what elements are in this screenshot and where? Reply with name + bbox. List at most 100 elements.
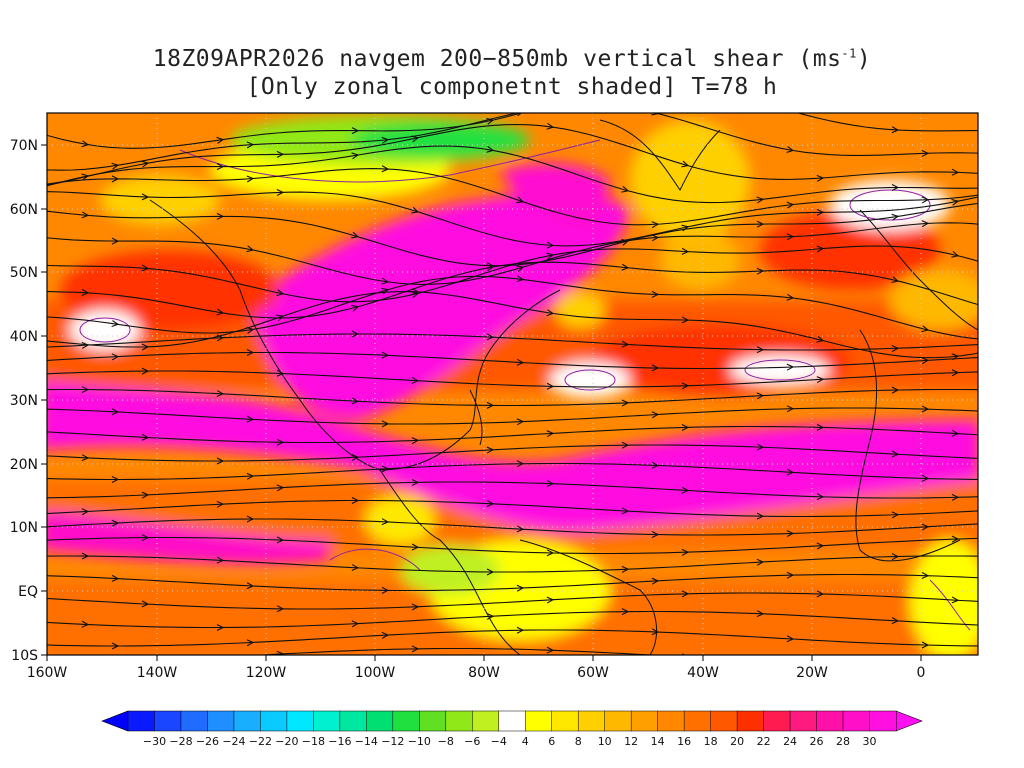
streamline-arrow	[891, 213, 900, 221]
streamline-arrow	[516, 113, 525, 117]
streamline-arrow	[756, 392, 765, 400]
streamline-arrow	[141, 600, 150, 608]
streamline-arrow	[381, 165, 390, 173]
streamline-arrow	[381, 465, 390, 473]
streamline	[47, 351, 978, 370]
streamline-arrow	[681, 548, 690, 556]
colorbar-swatch	[710, 710, 738, 732]
colorbar-swatch	[313, 710, 341, 732]
colorbar-swatch	[736, 710, 765, 732]
streamline-arrow	[816, 335, 825, 343]
streamline-arrow	[246, 582, 255, 590]
streamline-arrow	[516, 525, 525, 533]
streamline-arrow	[621, 441, 630, 449]
colorbar-swatch	[524, 710, 553, 732]
colorbar-swatch	[472, 710, 500, 732]
streamline-arrow	[486, 401, 495, 409]
colorbar-max-arrow	[895, 710, 923, 732]
streamline-arrow	[786, 363, 795, 371]
streamline	[47, 291, 978, 359]
streamline-arrow	[651, 234, 660, 242]
colorbar-label: −6	[464, 735, 480, 748]
streamline-arrow	[486, 333, 495, 341]
streamline-arrow	[516, 275, 525, 283]
streamline-arrow	[111, 175, 120, 183]
streamline-arrow	[351, 330, 360, 338]
colorbar-swatch	[630, 710, 659, 732]
lat-label: 70N	[10, 138, 38, 154]
streamline-arrow	[891, 344, 900, 352]
colorbar-swatch	[419, 710, 447, 732]
streamline-arrow	[681, 316, 690, 324]
streamline-arrow	[951, 535, 960, 543]
streamline-arrow	[921, 572, 930, 580]
streamline-arrow	[651, 577, 660, 585]
streamline-arrow	[276, 605, 285, 613]
colorbar-swatch	[154, 710, 182, 732]
lon-label: 60W	[577, 665, 609, 681]
streamline	[47, 245, 978, 303]
map-title-line-1: 18Z09APR2026 navgem 200−850mb vertical s…	[152, 46, 872, 72]
streamline-arrow	[891, 126, 900, 134]
colorbar-label: 24	[783, 735, 797, 748]
colorbar-swatch	[657, 710, 685, 732]
streamline-arrow	[351, 564, 360, 572]
colorbar-swatch	[816, 710, 844, 732]
streamline-arrow	[546, 241, 555, 249]
streamline-arrow	[111, 642, 120, 650]
streamline-arrow	[891, 511, 900, 519]
streamline-arrow	[546, 252, 555, 260]
streamline-arrow	[411, 603, 420, 611]
colorbar-label: 16	[677, 735, 691, 748]
streamline	[47, 123, 978, 186]
streamline	[47, 145, 978, 204]
streamline-arrow	[516, 626, 525, 634]
colorbar-label: −4	[491, 735, 507, 748]
streamline-arrow	[276, 289, 285, 297]
streamline-arrow	[921, 149, 930, 157]
streamline-arrow	[141, 534, 150, 542]
streamline-arrow	[756, 196, 765, 204]
streamline-arrow	[651, 461, 660, 469]
streamline-arrow	[546, 646, 555, 654]
colorbar-swatch	[286, 710, 314, 732]
streamline-arrow	[786, 201, 795, 209]
streamline-arrow	[546, 382, 555, 390]
streamline-arrow	[486, 264, 495, 272]
streamline-arrow	[891, 276, 900, 284]
colorbar-label: −26	[196, 735, 219, 748]
colorbar-swatch	[207, 710, 235, 732]
colorbar-min-arrow	[101, 710, 129, 732]
streamline-arrow	[681, 590, 690, 598]
lat-label: EQ	[18, 584, 38, 600]
streamline-arrow	[351, 127, 360, 135]
streamline-arrow	[276, 484, 285, 492]
streamline-arrow	[621, 263, 630, 271]
streamline-arrow	[381, 136, 390, 144]
streamline-arrow	[111, 408, 120, 416]
streamline-arrow	[141, 264, 150, 272]
streamline-arrow	[246, 141, 255, 149]
streamline-arrow	[756, 220, 765, 228]
streamline-arrow	[216, 624, 225, 632]
streamline-arrow	[756, 98, 763, 105]
streamline-arrow	[546, 480, 555, 488]
colorbar-swatch	[366, 710, 394, 732]
lat-label: 60N	[10, 202, 38, 218]
colorbar: −30 −28 −26 −24 −22 −20 −18 −16 −14 −12 −10 −8 −6 −4 4…	[101, 710, 923, 748]
colorbar-label: −20	[275, 735, 298, 748]
streamline-arrow	[622, 84, 629, 91]
streamline-arrow	[621, 399, 630, 407]
streamline	[47, 333, 978, 351]
colorbar-swatch	[842, 710, 871, 732]
streamline-arrow	[516, 196, 525, 204]
streamline-arrow	[411, 437, 420, 445]
colorbar-swatch	[445, 710, 473, 732]
streamline-arrow	[546, 309, 555, 317]
lat-label: 10S	[11, 648, 38, 664]
streamline-arrow	[891, 184, 900, 192]
streamline-arrow	[216, 457, 225, 465]
streamline-arrow	[786, 571, 795, 579]
streamline-arrow	[681, 486, 690, 494]
